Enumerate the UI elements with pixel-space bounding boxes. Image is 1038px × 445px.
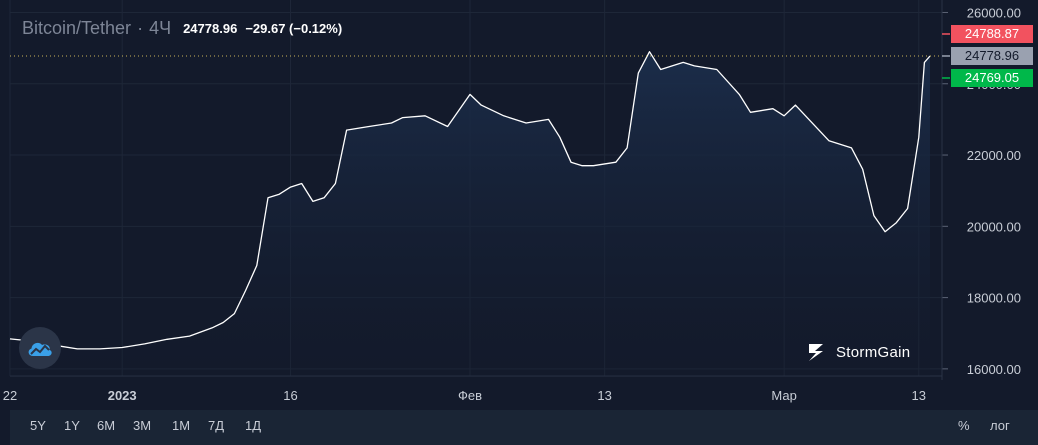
percent-scale-button[interactable]: % <box>958 418 970 433</box>
price-line <box>9 51 931 350</box>
chart-legend: Bitcoin/Tether · 4Ч 24778.96 −29.67 (−0.… <box>22 16 342 40</box>
range-5y-button[interactable]: 5Y <box>30 418 46 433</box>
range-1y-button[interactable]: 1Y <box>64 418 80 433</box>
price-change: −29.67 (−0.12%) <box>245 20 343 36</box>
x-tick-label: 22 <box>3 388 17 403</box>
y-tick-label: 16000.00 <box>967 362 1021 377</box>
x-axis: 22 2023 16 Фев 13 Мар 13 <box>3 375 942 403</box>
symbol-name: Bitcoin/Tether <box>22 17 132 38</box>
last-price: 24778.96 <box>183 20 238 36</box>
brand-name: StormGain <box>836 343 911 361</box>
x-tick-label: 2023 <box>108 388 137 403</box>
lightning-icon <box>809 344 823 361</box>
range-3m-button[interactable]: 3M <box>133 418 152 433</box>
stormgain-logo: StormGain <box>806 341 910 363</box>
bid-price-label: 24769.05 <box>951 68 1033 87</box>
last-price-label: 24778.96 <box>951 46 1033 65</box>
current-price-level <box>10 33 950 79</box>
y-tick-label: 26000.00 <box>967 5 1021 20</box>
y-tick-label: 18000.00 <box>967 291 1021 306</box>
legend-separator: · <box>137 17 144 38</box>
timeframe-label[interactable]: 4Ч <box>149 17 172 38</box>
range-7d-button[interactable]: 7Д <box>208 418 225 433</box>
price-area <box>9 51 931 376</box>
cloud-chart-icon <box>28 342 52 356</box>
x-tick-label: Мар <box>771 388 796 403</box>
ask-price-label: 24788.87 <box>951 24 1033 43</box>
x-tick-label: 13 <box>597 388 611 403</box>
range-toolbar: 5Y 1Y 6M 3M 1M 7Д 1Д % лог <box>10 410 1038 445</box>
y-tick-label: 22000.00 <box>967 148 1021 163</box>
area-fill <box>10 51 930 376</box>
range-1d-button[interactable]: 1Д <box>245 418 262 433</box>
range-1m-button[interactable]: 1M <box>172 418 191 433</box>
cloud-logo-button[interactable] <box>19 327 61 369</box>
x-tick-label: 16 <box>283 388 297 403</box>
x-tick-label: Фев <box>458 388 482 403</box>
range-6m-button[interactable]: 6M <box>97 418 116 433</box>
x-tick-label: 13 <box>912 388 926 403</box>
log-scale-button[interactable]: лог <box>990 418 1010 433</box>
y-tick-label: 20000.00 <box>967 219 1021 234</box>
